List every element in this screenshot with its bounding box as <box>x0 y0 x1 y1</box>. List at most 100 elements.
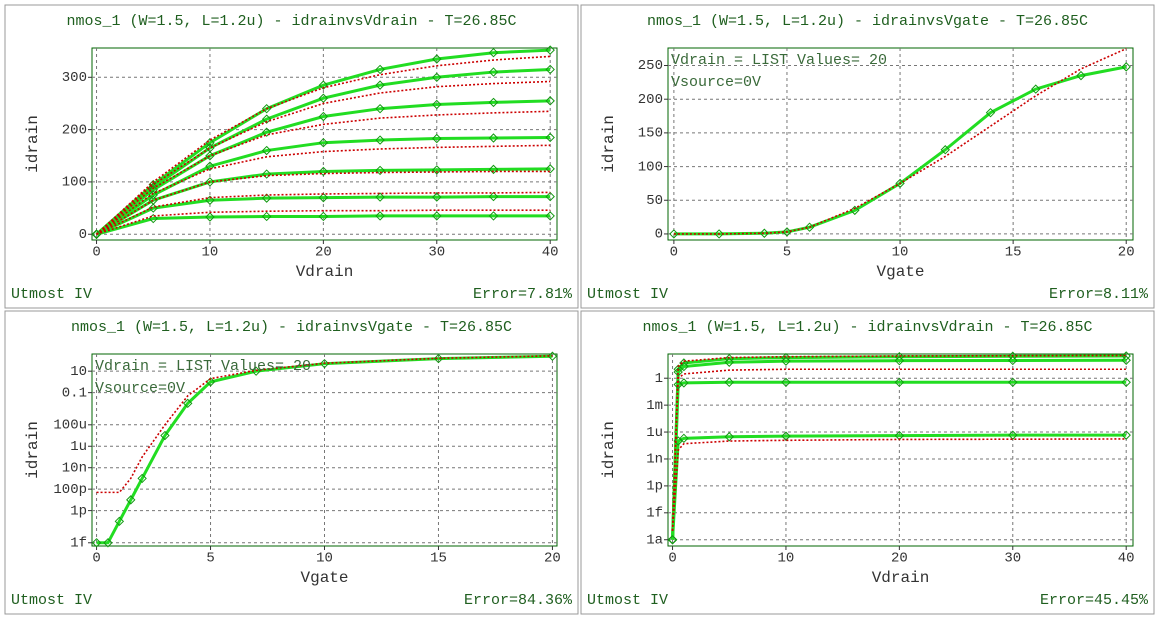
marker <box>895 178 905 189</box>
marker <box>375 80 385 90</box>
marker <box>126 495 136 505</box>
marker <box>1121 430 1131 440</box>
marker <box>724 357 734 367</box>
series-line <box>96 209 551 236</box>
series-line <box>96 144 551 235</box>
x-tick-label: 10 <box>202 245 219 261</box>
marker <box>318 111 329 122</box>
chart-title: nmos_1 (W=1.5, L=1.2u) - idrainvsVdrain … <box>642 319 1092 336</box>
x-tick-label: 5 <box>783 245 791 261</box>
chart-title: nmos_1 (W=1.5, L=1.2u) - idrainvsVgate -… <box>647 13 1088 30</box>
chart-title: nmos_1 (W=1.5, L=1.2u) - idrainvsVgate -… <box>71 319 512 336</box>
y-tick-label: 1a <box>646 532 663 548</box>
footer-right: Error=8.11% <box>1049 286 1149 303</box>
y-tick-label: 100 <box>62 175 87 191</box>
annotation: Vsource=0V <box>95 380 185 397</box>
y-axis-label: idrain <box>600 115 618 173</box>
marker <box>205 212 215 222</box>
marker <box>667 535 678 545</box>
marker <box>488 164 499 175</box>
marker <box>679 361 689 372</box>
x-tick-label: 15 <box>1005 245 1022 261</box>
y-tick-label: 1f <box>70 535 87 551</box>
marker <box>319 358 330 369</box>
marker <box>1008 377 1018 388</box>
marker <box>488 48 499 58</box>
y-tick-label: 1f <box>646 506 663 522</box>
x-tick-label: 30 <box>1004 551 1021 567</box>
series-line <box>95 135 551 236</box>
y-tick-label: 10 <box>70 364 87 380</box>
marker <box>261 145 272 156</box>
marker <box>545 64 555 75</box>
y-tick-label: 100u <box>53 418 87 434</box>
marker <box>1121 355 1131 365</box>
x-tick-label: 10 <box>892 245 909 261</box>
marker <box>114 516 125 527</box>
footer-right: Error=45.45% <box>1040 592 1149 609</box>
marker <box>545 211 555 221</box>
series-line <box>95 99 551 236</box>
marker <box>850 205 860 216</box>
marker <box>1121 62 1131 72</box>
marker <box>137 473 147 484</box>
series-line <box>96 214 551 236</box>
series-line <box>671 354 1127 531</box>
panel <box>4 4 579 309</box>
x-tick-label: 0 <box>670 245 678 261</box>
footer-left: Utmost IV <box>587 286 668 303</box>
marker <box>669 229 679 239</box>
marker <box>545 164 555 174</box>
marker <box>318 211 329 222</box>
marker <box>318 80 329 90</box>
marker <box>205 161 215 171</box>
x-tick-label: 20 <box>544 551 561 567</box>
marker <box>1031 84 1041 94</box>
x-tick-label: 20 <box>891 551 908 567</box>
marker <box>679 378 689 388</box>
marker <box>1076 70 1086 81</box>
marker <box>91 538 102 548</box>
marker <box>432 72 442 83</box>
marker <box>261 169 272 179</box>
chart-title: nmos_1 (W=1.5, L=1.2u) - idrainvsVdrain … <box>66 13 516 30</box>
marker <box>488 191 499 202</box>
marker <box>160 430 170 441</box>
series-line <box>95 67 551 236</box>
y-tick-label: 1m <box>646 398 663 414</box>
series-line <box>95 195 551 236</box>
marker <box>673 367 683 377</box>
footer-right: Error=84.36% <box>464 592 573 609</box>
marker <box>1008 430 1018 440</box>
marker <box>261 103 272 114</box>
marker <box>205 177 215 187</box>
marker <box>724 432 734 442</box>
y-tick-label: 1u <box>646 425 663 441</box>
series-line <box>95 55 551 235</box>
y-tick-label: 1n <box>646 452 663 468</box>
panel <box>4 310 579 615</box>
x-tick-label: 15 <box>430 551 447 567</box>
series-line <box>671 433 1127 540</box>
y-tick-label: 1 <box>655 371 663 387</box>
series-line <box>95 48 551 236</box>
y-axis-label: idrain <box>24 421 42 479</box>
marker <box>91 229 102 239</box>
marker <box>759 228 770 238</box>
x-tick-label: 10 <box>316 551 333 567</box>
marker <box>103 538 113 548</box>
marker <box>261 114 272 124</box>
marker <box>781 356 791 366</box>
marker <box>781 377 791 388</box>
plot-frame <box>91 47 558 241</box>
marker <box>251 366 261 376</box>
marker <box>432 54 442 64</box>
marker <box>488 67 499 77</box>
x-axis-label: Vgate <box>300 569 348 587</box>
series-line <box>96 191 551 235</box>
x-axis-label: Vdrain <box>872 569 930 587</box>
x-tick-label: 40 <box>1118 551 1135 567</box>
marker <box>940 145 950 155</box>
marker <box>488 211 499 221</box>
